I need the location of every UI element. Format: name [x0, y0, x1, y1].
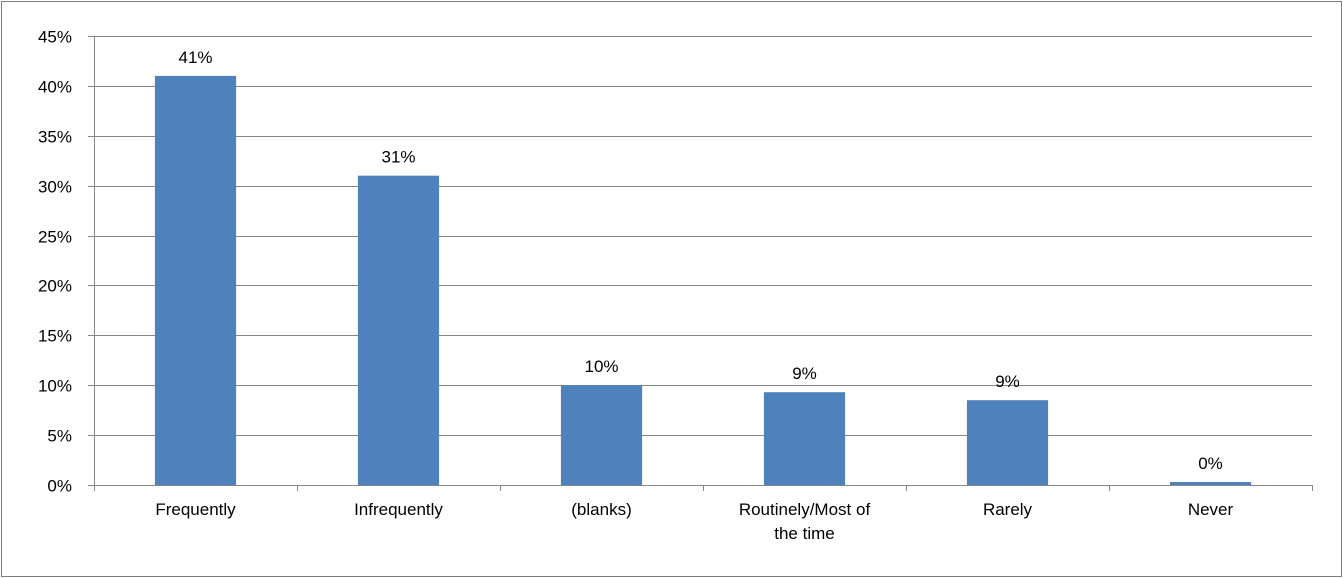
bar: [966, 400, 1049, 485]
data-label: 0%: [1198, 454, 1223, 473]
x-tick-label-line: Infrequently: [354, 500, 443, 519]
x-tick-label-line: Never: [1188, 500, 1234, 519]
bar: [1169, 482, 1252, 485]
axes: [88, 36, 1313, 491]
bar: [154, 75, 237, 486]
y-tick-label: 35%: [38, 128, 72, 147]
x-tick-label: Frequently: [155, 500, 236, 519]
y-tick-label: 30%: [38, 178, 72, 197]
data-label: 9%: [995, 372, 1020, 391]
bars: [154, 75, 1252, 486]
data-label: 9%: [792, 364, 817, 383]
x-tick-label-line: Routinely/Most of: [739, 500, 871, 519]
data-label: 31%: [381, 148, 415, 167]
data-label: 10%: [584, 357, 618, 376]
data-labels: 41% 31% 10% 9% 9% 0%: [178, 48, 1222, 473]
x-tick-label: (blanks): [571, 500, 631, 519]
y-tick-label: 5%: [47, 427, 72, 446]
y-tick-label: 45%: [38, 28, 72, 47]
bar: [357, 175, 440, 485]
y-tick-labels: 0% 5% 10% 15% 20% 25% 30% 35% 40% 45%: [38, 28, 72, 496]
data-label: 41%: [178, 48, 212, 67]
y-tick-label: 15%: [38, 327, 72, 346]
x-tick-label: Rarely: [983, 500, 1033, 519]
y-tick-label: 0%: [47, 477, 72, 496]
bar: [763, 392, 846, 485]
x-tick-label: Routinely/Most of the time: [739, 500, 871, 543]
y-tick-label: 20%: [38, 277, 72, 296]
x-tick-label: Never: [1188, 500, 1234, 519]
bar: [560, 385, 643, 485]
y-tick-label: 25%: [38, 228, 72, 247]
x-tick-label-line: Rarely: [983, 500, 1033, 519]
x-tick-labels: Frequently Infrequently (blanks) Routinely/…: [155, 500, 1233, 543]
y-tick-label: 40%: [38, 78, 72, 97]
gridlines: [94, 36, 1312, 436]
x-tick-label-line: (blanks): [571, 500, 631, 519]
x-tick-label: Infrequently: [354, 500, 443, 519]
x-tick-label-line: the time: [774, 524, 834, 543]
x-tick-label-line: Frequently: [155, 500, 236, 519]
y-tick-label: 10%: [38, 377, 72, 396]
